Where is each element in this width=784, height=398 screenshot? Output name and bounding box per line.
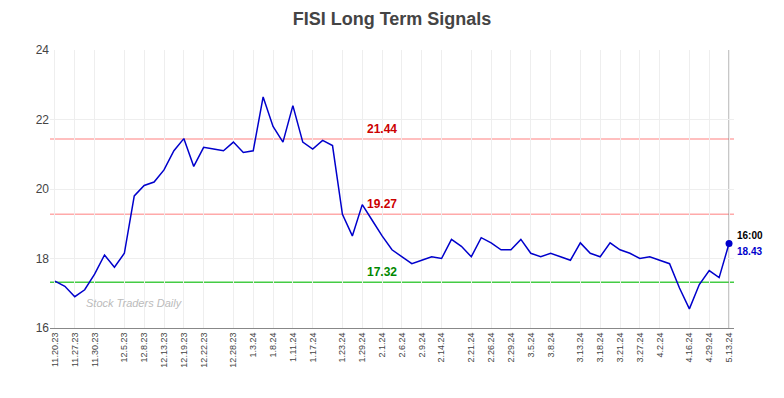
- svg-text:2.9.24: 2.9.24: [417, 333, 427, 358]
- svg-text:1.11.24: 1.11.24: [288, 333, 298, 362]
- svg-text:16:00: 16:00: [737, 230, 763, 241]
- svg-text:20: 20: [36, 182, 50, 196]
- svg-text:11.27.23: 11.27.23: [70, 333, 80, 367]
- svg-text:5.13.24: 5.13.24: [724, 333, 734, 363]
- svg-text:3.13.24: 3.13.24: [575, 333, 585, 363]
- svg-text:2.21.24: 2.21.24: [466, 333, 476, 363]
- svg-text:12.22.23: 12.22.23: [199, 333, 209, 368]
- svg-text:3.27.24: 3.27.24: [635, 333, 645, 363]
- svg-text:2.1.24: 2.1.24: [377, 333, 387, 358]
- svg-text:3.8.24: 3.8.24: [546, 333, 556, 358]
- svg-text:12.5.23: 12.5.23: [119, 333, 129, 363]
- svg-text:19.27: 19.27: [367, 197, 397, 211]
- svg-text:1.8.24: 1.8.24: [268, 333, 278, 358]
- svg-text:21.44: 21.44: [367, 122, 397, 136]
- svg-text:24: 24: [36, 43, 50, 57]
- svg-text:4.16.24: 4.16.24: [684, 333, 694, 363]
- svg-text:12.8.23: 12.8.23: [139, 333, 149, 363]
- svg-text:4.29.24: 4.29.24: [704, 333, 714, 363]
- svg-text:2.29.24: 2.29.24: [506, 333, 516, 363]
- svg-text:22: 22: [36, 113, 50, 127]
- svg-text:2.6.24: 2.6.24: [397, 333, 407, 358]
- svg-text:3.18.24: 3.18.24: [595, 333, 605, 363]
- svg-text:FISI Long Term Signals: FISI Long Term Signals: [293, 9, 492, 29]
- svg-text:11.30.23: 11.30.23: [90, 333, 100, 367]
- svg-text:4.2.24: 4.2.24: [655, 333, 665, 358]
- svg-text:Stock Traders Daily: Stock Traders Daily: [86, 297, 183, 309]
- svg-text:12.28.23: 12.28.23: [228, 333, 238, 368]
- svg-text:11.20.23: 11.20.23: [50, 333, 60, 367]
- svg-text:1.3.24: 1.3.24: [248, 333, 258, 358]
- svg-text:1.17.24: 1.17.24: [308, 333, 318, 363]
- svg-text:12.13.23: 12.13.23: [159, 333, 169, 368]
- svg-text:3.5.24: 3.5.24: [526, 333, 536, 358]
- svg-text:1.29.24: 1.29.24: [357, 333, 367, 363]
- svg-text:16: 16: [36, 321, 50, 335]
- svg-text:17.32: 17.32: [367, 265, 397, 279]
- svg-text:2.26.24: 2.26.24: [486, 333, 496, 363]
- svg-text:12.19.23: 12.19.23: [179, 333, 189, 368]
- svg-text:3.21.24: 3.21.24: [615, 333, 625, 363]
- svg-text:1.23.24: 1.23.24: [337, 333, 347, 363]
- svg-text:18: 18: [36, 252, 50, 266]
- svg-text:18.43: 18.43: [737, 246, 762, 257]
- svg-text:2.14.24: 2.14.24: [436, 333, 446, 363]
